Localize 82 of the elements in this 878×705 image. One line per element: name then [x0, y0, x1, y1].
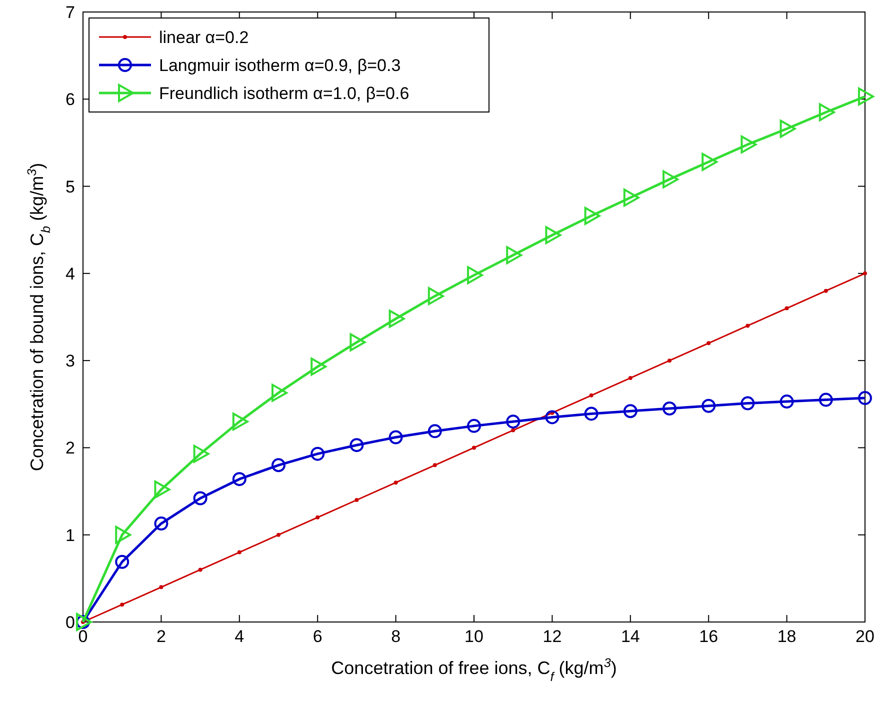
point — [310, 446, 325, 461]
y-tick-label: 5 — [66, 177, 75, 196]
point — [545, 410, 560, 424]
point — [272, 458, 286, 472]
point — [472, 446, 476, 450]
y-tick-label: 1 — [66, 526, 75, 545]
point — [394, 480, 398, 485]
point — [818, 392, 833, 407]
point — [628, 376, 632, 380]
point — [350, 438, 364, 452]
point — [584, 206, 600, 225]
point — [706, 341, 711, 346]
point — [115, 526, 132, 544]
point — [115, 554, 130, 569]
point — [589, 393, 594, 398]
point — [388, 310, 405, 328]
point — [154, 516, 168, 531]
x-tick-label: 10 — [464, 627, 484, 646]
y-tick-label: 3 — [66, 352, 75, 371]
y-tick-label: 0 — [66, 613, 75, 632]
x-axis-title: Concetration of free ions, C$_{f}$ (kg/m$^{3}$) — [331, 656, 617, 684]
point — [198, 568, 202, 572]
x-tick-label: 16 — [699, 627, 718, 646]
point — [584, 406, 598, 421]
x-tick-label: 18 — [777, 627, 796, 646]
point — [237, 550, 242, 554]
point — [428, 424, 442, 438]
y-tick-label: 2 — [66, 438, 75, 458]
point — [702, 152, 718, 171]
point — [506, 246, 522, 264]
point — [272, 384, 288, 402]
point — [193, 491, 208, 506]
point — [858, 88, 874, 106]
x-tick-label: 6 — [312, 627, 322, 646]
point — [232, 472, 246, 486]
point — [623, 404, 638, 418]
point — [120, 602, 124, 607]
point — [662, 402, 676, 416]
point — [193, 444, 210, 463]
point — [545, 226, 562, 244]
x-tick-label: 20 — [856, 627, 874, 646]
point — [623, 188, 640, 207]
y-tick-label: 7 — [66, 3, 75, 22]
point — [350, 333, 366, 352]
x-tick-label: 8 — [391, 627, 401, 646]
point — [467, 418, 481, 433]
point — [740, 396, 755, 410]
point — [354, 498, 359, 502]
legend-label: linear α=0.2 — [159, 28, 249, 47]
point — [467, 266, 483, 284]
point — [232, 412, 248, 431]
point — [863, 271, 867, 276]
point — [276, 532, 280, 537]
point — [159, 585, 164, 590]
x-tick-label: 4 — [234, 627, 244, 646]
point — [316, 515, 320, 520]
point — [740, 135, 757, 154]
point — [388, 430, 403, 444]
point — [780, 394, 794, 409]
point — [662, 170, 678, 188]
point — [824, 288, 828, 293]
point — [511, 428, 516, 432]
y-tick-label: 4 — [66, 264, 75, 284]
x-tick-label: 14 — [620, 627, 640, 646]
point — [428, 287, 444, 306]
point — [154, 480, 170, 499]
point — [310, 358, 327, 376]
legend-label: Langmuir isotherm α=0.9, β=0.3 — [159, 56, 401, 75]
x-tick-label: 2 — [156, 627, 166, 646]
point — [746, 324, 750, 328]
x-tick-label: 12 — [542, 627, 562, 646]
point — [780, 120, 796, 138]
point — [506, 414, 520, 429]
legend-label: Freundlich isotherm α=1.0, β=0.6 — [159, 84, 410, 103]
point — [818, 103, 835, 122]
point — [432, 463, 437, 468]
point — [784, 306, 789, 310]
point — [702, 398, 716, 413]
x-tick-label: 0 — [78, 627, 88, 646]
point — [858, 391, 872, 406]
point — [668, 358, 672, 363]
y-tick-label: 6 — [66, 90, 75, 110]
